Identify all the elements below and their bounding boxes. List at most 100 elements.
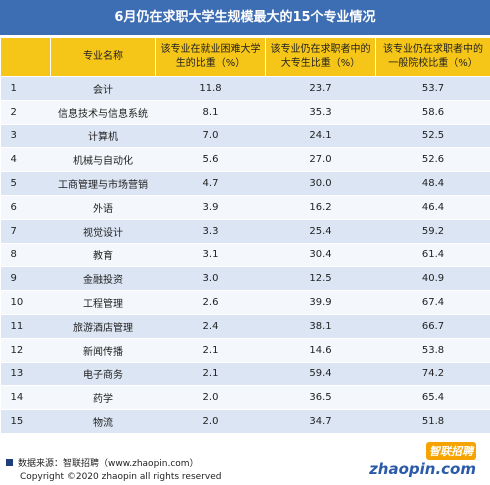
source: 数据来源：智联招聘（www.zhaopin.com） [6,456,199,469]
cell: 14.6 [265,337,376,363]
cell: 8.1 [155,99,266,125]
cell: 58.6 [375,99,490,125]
cell: 46.4 [375,194,490,220]
cell: 物流 [50,409,156,433]
copyright: Copyright ©2020 zhaopin all rights reser… [20,472,222,482]
cell: 机械与自动化 [50,147,156,172]
row: 5 工商管理与市场营销 4.7 30.0 48.4 [0,171,490,196]
row: 2 信息技术与信息系统 8.1 35.3 58.6 [0,99,490,125]
logo: 智联招聘 zhaopin.com [369,440,476,478]
row-index: 15 [0,409,51,433]
header-row: 专业名称 该专业在就业困难大学生的比重（%） 该专业仍在求职者中的大专生比重（%）该… [0,37,490,77]
cell: 27.0 [265,147,376,172]
row: 4 机械与自动化 5.6 27.0 52.6 [0,147,490,172]
cell: 新闻传播 [50,337,156,363]
row-index: 7 [0,218,51,244]
cell: 4.7 [155,171,266,196]
logo-site: zhaopin.com [369,460,476,478]
cell: 53.7 [375,76,490,101]
cell: 电子商务 [50,361,156,386]
cell: 23.7 [265,76,376,101]
row-index: 11 [0,313,51,339]
cell: 11.8 [155,76,266,101]
cell: 3.3 [155,218,266,244]
cell: 3.0 [155,266,266,291]
cell: 25.4 [265,218,376,244]
header-cell: 该专业仍在求职者中的大专生比重（%） [265,37,376,77]
header-cell [0,37,51,77]
row-index: 12 [0,337,51,363]
row-index: 6 [0,194,51,220]
cell: 40.9 [375,266,490,291]
cell: 视觉设计 [50,218,156,244]
row: 14 药学 2.0 36.5 65.4 [0,385,490,410]
cell: 51.8 [375,409,490,433]
cell: 52.5 [375,123,490,148]
cell: 信息技术与信息系统 [50,99,156,125]
row-index: 8 [0,242,51,267]
row-index: 3 [0,123,51,148]
row-index: 9 [0,266,51,291]
cell: 药学 [50,385,156,410]
cell: 24.1 [265,123,376,148]
cell: 计算机 [50,123,156,148]
cell: 12.5 [265,266,376,291]
cell: 59.2 [375,218,490,244]
cell: 5.6 [155,147,266,172]
cell: 旅游酒店管理 [50,313,156,339]
table-body: 1 会计 11.8 23.7 53.7 2 信息技术与信息系统 8.1 35.3 58.6 3 计算机… [0,76,490,433]
cell: 48.4 [375,171,490,196]
row: 6 外语 3.9 16.2 46.4 [0,194,490,220]
row-index: 1 [0,76,51,101]
cell: 2.1 [155,361,266,386]
cell: 工商管理与市场营销 [50,171,156,196]
cell: 3.1 [155,242,266,267]
row-index: 2 [0,99,51,125]
cell: 2.0 [155,385,266,410]
title: 6月仍在求职大学生规模最大的15个专业情况 [0,0,490,35]
cell: 38.1 [265,313,376,339]
cell: 16.2 [265,194,376,220]
cell: 工程管理 [50,290,156,315]
table: 专业名称 该专业在就业困难大学生的比重（%） 该专业仍在求职者中的大专生比重（%）该… [0,37,490,433]
cell: 59.4 [265,361,376,386]
row: 10 工程管理 2.6 39.9 67.4 [0,290,490,315]
row: 15 物流 2.0 34.7 51.8 [0,409,490,433]
logo-name: 智联招聘 [426,442,476,460]
cell: 52.6 [375,147,490,172]
row: 3 计算机 7.0 24.1 52.5 [0,123,490,148]
cell: 教育 [50,242,156,267]
row-index: 4 [0,147,51,172]
row: 12 新闻传播 2.1 14.6 53.8 [0,337,490,363]
row: 11 旅游酒店管理 2.4 38.1 66.7 [0,313,490,339]
row-index: 13 [0,361,51,386]
cell: 67.4 [375,290,490,315]
cell: 36.5 [265,385,376,410]
row: 13 电子商务 2.1 59.4 74.2 [0,361,490,386]
row-index: 10 [0,290,51,315]
cell: 外语 [50,194,156,220]
cell: 2.6 [155,290,266,315]
bullet [6,459,13,466]
cell: 39.9 [265,290,376,315]
cell: 3.9 [155,194,266,220]
row: 9 金融投资 3.0 12.5 40.9 [0,266,490,291]
cell: 金融投资 [50,266,156,291]
cell: 7.0 [155,123,266,148]
cell: 53.8 [375,337,490,363]
header-cell: 专业名称 [50,37,156,77]
cell: 会计 [50,76,156,101]
cell: 65.4 [375,385,490,410]
row: 7 视觉设计 3.3 25.4 59.2 [0,218,490,244]
cell: 30.0 [265,171,376,196]
cell: 74.2 [375,361,490,386]
row: 1 会计 11.8 23.7 53.7 [0,76,490,101]
row: 8 教育 3.1 30.4 61.4 [0,242,490,267]
cell: 2.1 [155,337,266,363]
cell: 30.4 [265,242,376,267]
cell: 2.0 [155,409,266,433]
cell: 35.3 [265,99,376,125]
header-cell: 该专业在就业困难大学生的比重（%） [155,37,266,77]
header-cell: 该专业仍在求职者中的一般院校比重（%） [375,37,490,77]
